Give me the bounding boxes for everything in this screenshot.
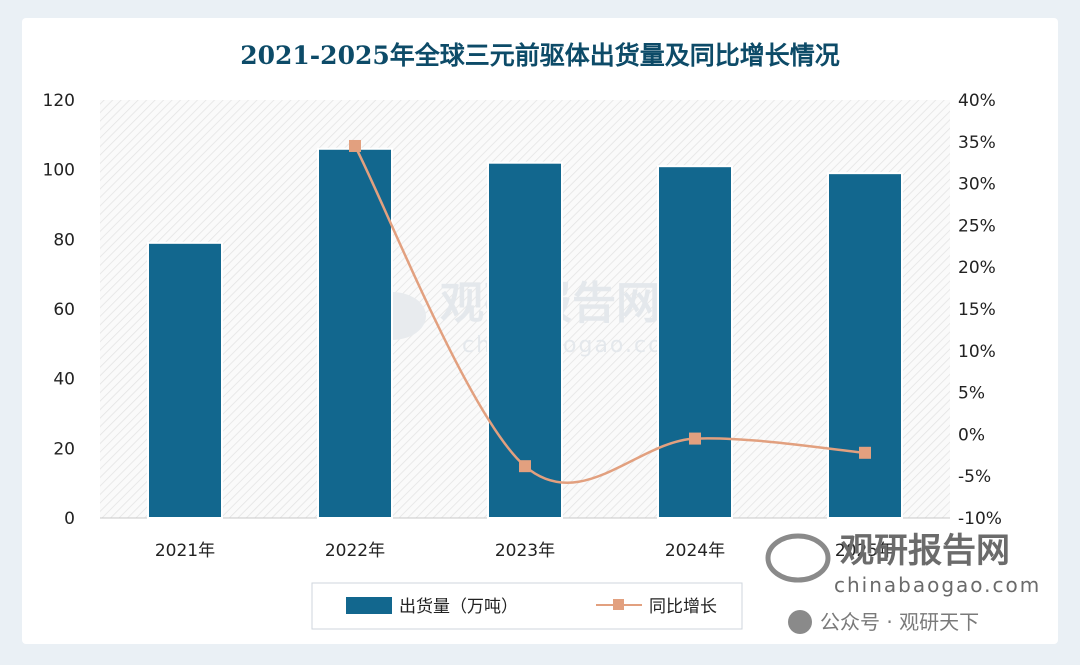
x-axis: 2021年 2022年 2023年 2024年 2025年 [155,541,895,561]
x-tick-label: 2025年 [835,541,895,561]
x-tick-label: 2023年 [495,541,555,561]
y-axis-right: -10% -5% 0% 5% 10% 15% 20% 25% 30% 35% 40% [958,91,1002,529]
bar [657,165,733,520]
brand-url: chinabaogao.com [834,573,1041,597]
y-right-tick-label: 25% [958,216,996,236]
y-right-tick-label: 5% [958,384,985,404]
line-marker [519,460,531,473]
y-right-tick-label: 0% [958,425,985,445]
line-marker [349,139,361,152]
y-right-tick-label: 15% [958,300,996,320]
x-tick-label: 2022年 [325,541,385,561]
chart-title: 2021-2025年全球三元前驱体出货量及同比增长情况 [240,41,840,70]
y-right-tick-label: 30% [958,175,996,195]
line-path [353,145,866,484]
branding: 观研报告网 chinabaogao.com 公众号 · 观研天下 [765,531,1041,634]
y-left-tick-label: 100 [43,161,75,181]
y-right-tick-label: 40% [958,91,996,111]
line-marker [859,446,871,459]
y-left-tick-label: 60 [53,300,75,320]
y-right-tick-label: 20% [958,258,996,278]
line-series [349,139,871,484]
y-left-tick-label: 40 [53,370,75,390]
y-left-tick-label: 0 [64,509,75,529]
wechat-icon [788,610,812,634]
legend-bar-label: 出货量（万吨） [399,597,518,617]
legend: 出货量（万吨） 同比增长 [311,582,743,630]
y-right-tick-label: -10% [958,509,1002,529]
y-right-tick-label: 35% [958,133,996,153]
brand-logo-icon [765,533,831,583]
line-marker [689,432,701,445]
bar [827,172,903,519]
y-left-tick-label: 20 [53,439,75,459]
y-right-tick-label: 10% [958,342,996,362]
legend-line-label: 同比增长 [649,597,717,617]
x-tick-label: 2024年 [665,541,725,561]
legend-line-marker [613,599,624,610]
y-axis-left: 0 20 40 60 80 100 120 [43,91,75,529]
brand-footer: 公众号 · 观研天下 [820,610,979,634]
bar [487,161,563,519]
bar [147,241,223,519]
x-tick-label: 2021年 [155,541,215,561]
brand-name: 观研报告网 [840,531,1010,571]
y-left-tick-label: 80 [53,230,75,250]
bar-series [147,147,903,520]
bar [317,147,393,519]
y-left-tick-label: 120 [43,91,75,111]
y-right-tick-label: -5% [958,467,991,487]
legend-bar-swatch [346,597,392,614]
